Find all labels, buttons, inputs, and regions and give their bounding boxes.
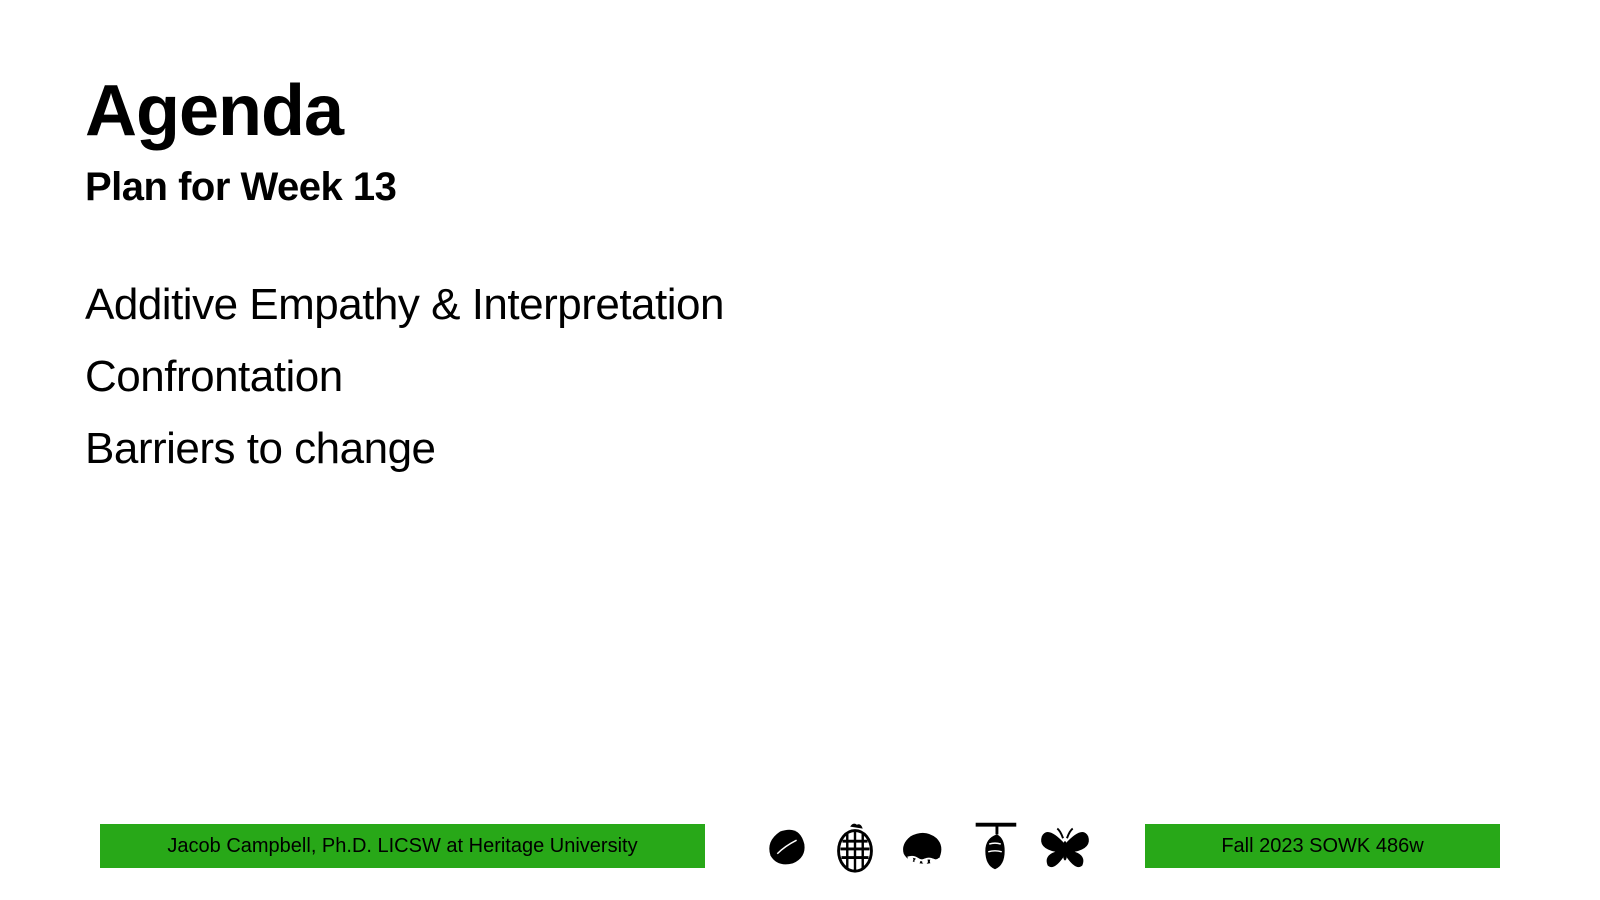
- page-subtitle: Plan for Week 13: [85, 165, 396, 210]
- footer-author: Jacob Campbell, Ph.D. LICSW at Heritage …: [167, 835, 637, 858]
- agenda-item: Barriers to change: [85, 424, 724, 474]
- caterpillar-icon: [896, 817, 954, 875]
- egg-icon: [826, 817, 884, 875]
- agenda-item: Confrontation: [85, 352, 724, 402]
- agenda-item: Additive Empathy & Interpretation: [85, 280, 724, 330]
- agenda-list: Additive Empathy & Interpretation Confro…: [85, 280, 724, 496]
- footer-right-bar: Fall 2023 SOWK 486w: [1145, 824, 1500, 868]
- title-block: Agenda Plan for Week 13: [85, 75, 396, 210]
- footer-left-bar: Jacob Campbell, Ph.D. LICSW at Heritage …: [100, 824, 705, 868]
- footer: Jacob Campbell, Ph.D. LICSW at Heritage …: [0, 817, 1600, 875]
- footer-course: Fall 2023 SOWK 486w: [1221, 835, 1423, 858]
- leaf-icon: [756, 817, 814, 875]
- page-title: Agenda: [85, 75, 396, 147]
- butterfly-icon: [1036, 817, 1094, 875]
- chrysalis-icon: [966, 817, 1024, 875]
- lifecycle-icons: [756, 817, 1094, 875]
